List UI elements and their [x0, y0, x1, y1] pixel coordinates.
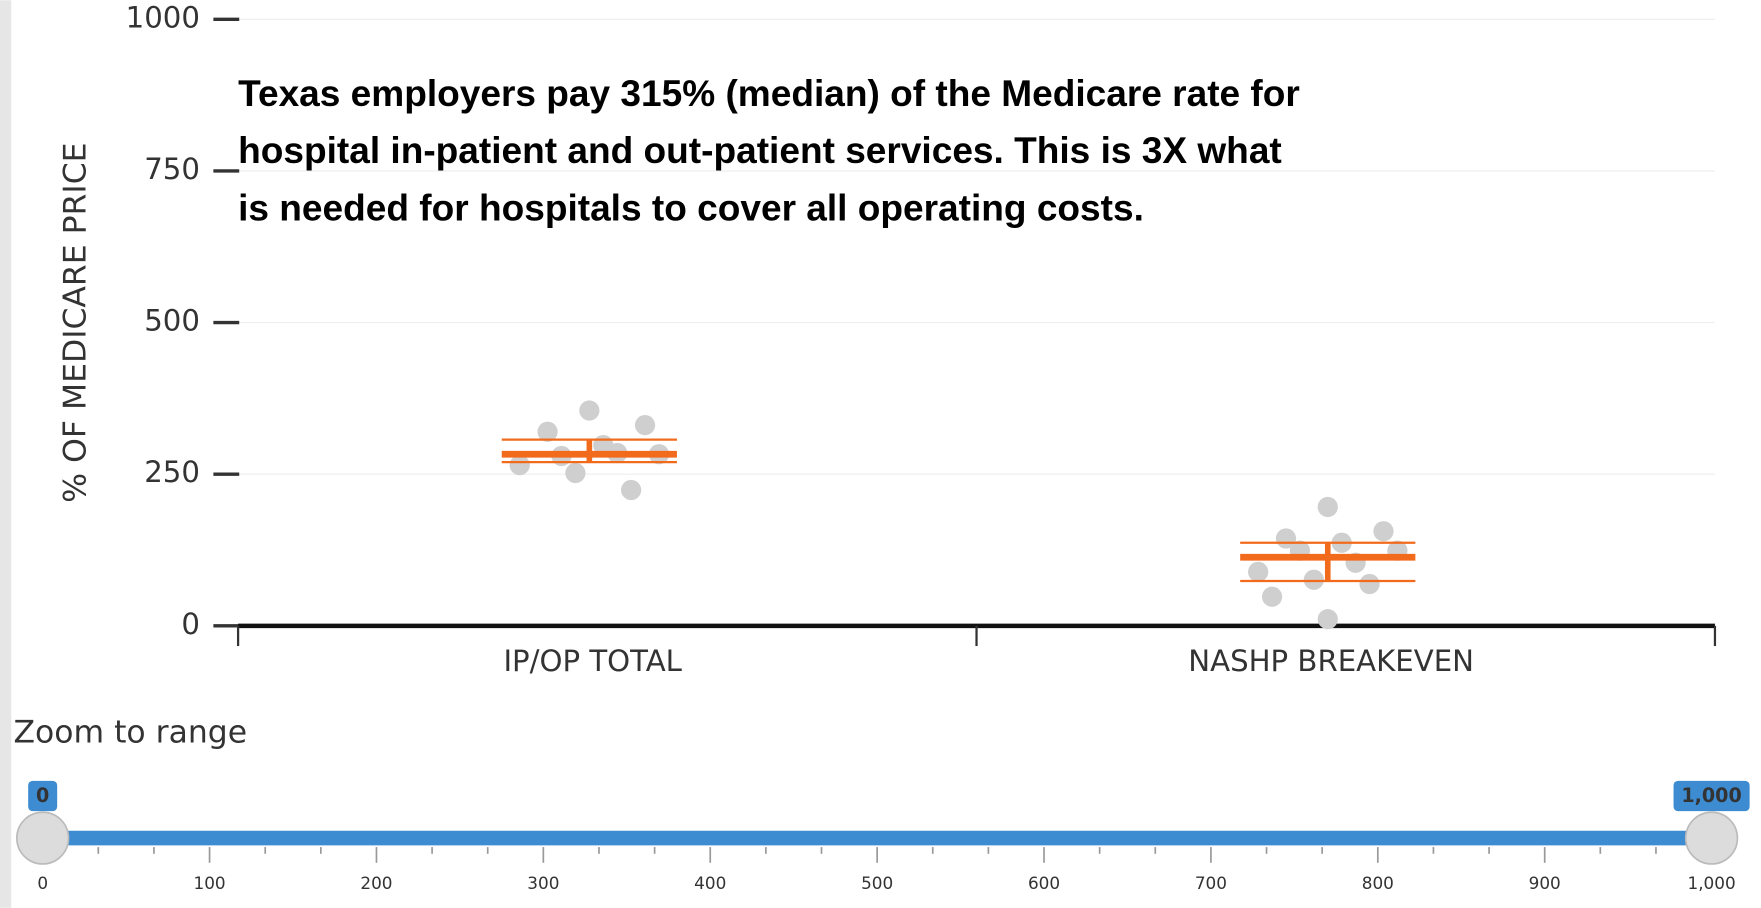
y-tick-label: 750: [144, 152, 200, 186]
annotation: is needed for hospitals to cover all ope…: [238, 186, 1144, 228]
data-point: [1317, 609, 1338, 630]
slider-tick-label: 800: [1362, 873, 1394, 893]
data-point: [565, 462, 586, 484]
slider-label: Zoom to range: [13, 715, 247, 751]
data-point: [1373, 521, 1394, 542]
annotation: Texas employers pay 315% (median) of the…: [238, 72, 1300, 114]
data-point: [1261, 586, 1283, 607]
data-point: [1359, 573, 1380, 595]
slider-tick-label: 300: [527, 873, 559, 893]
left-border: [0, 0, 12, 908]
y-axis-label: % OF MEDICARE PRICE: [57, 142, 93, 502]
data-point: [1317, 496, 1338, 518]
slider-tick-label: 600: [1028, 873, 1060, 893]
handle-badge: [28, 780, 58, 812]
slider-tick-label: 0: [37, 873, 48, 893]
slider-tick-label: 700: [1195, 873, 1227, 893]
slider-tick-label: 900: [1529, 873, 1561, 893]
slider-handle[interactable]: [16, 811, 70, 865]
slider-tick-label: 400: [694, 873, 726, 893]
data-point: [621, 479, 642, 501]
data-point: [537, 421, 558, 442]
y-tick-label: 1000: [126, 0, 200, 34]
handle-label: 1,000: [1681, 784, 1741, 807]
handle-label: 0: [36, 784, 49, 807]
data-point: [1248, 561, 1269, 582]
slider-tick-label: 500: [861, 873, 893, 893]
data-point: [634, 414, 656, 436]
x-tick-label: NASHP BREAKEVEN: [1188, 644, 1474, 678]
slider-tick-label: 100: [194, 873, 226, 893]
data-point: [579, 400, 600, 421]
data-point: [1303, 569, 1324, 590]
y-tick-label: 250: [144, 455, 200, 489]
y-tick-label: 500: [144, 304, 200, 338]
x-tick-label: IP/OP TOTAL: [503, 644, 682, 678]
y-tick-label: 0: [181, 607, 200, 641]
annotation: hospital in-patient and out-patient serv…: [238, 129, 1282, 171]
slider-tick-label: 1,000: [1687, 873, 1735, 893]
handle-badge: [1673, 780, 1750, 812]
slider-tick-label: 200: [360, 873, 392, 893]
slider-handle[interactable]: [1684, 811, 1739, 865]
data-point: [509, 455, 530, 476]
